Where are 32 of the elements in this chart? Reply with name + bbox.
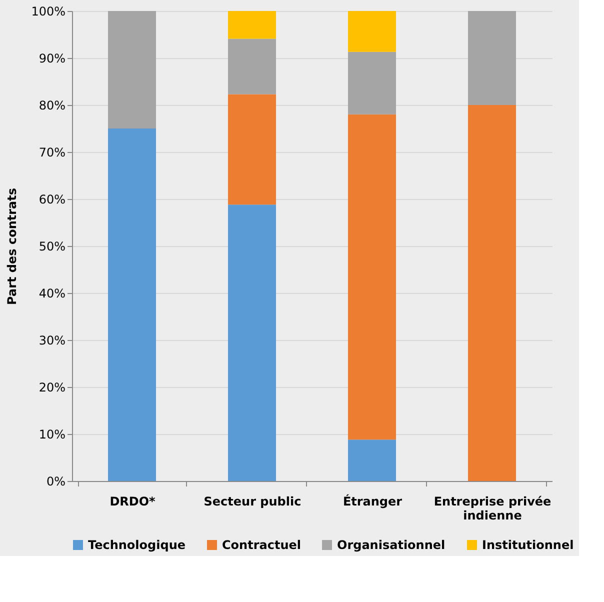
bar [348, 11, 396, 52]
legend-label: Contractuel [222, 538, 301, 552]
bar [228, 94, 276, 205]
y-tick-label: 0% [46, 474, 66, 488]
bar [348, 440, 396, 481]
bar [228, 204, 276, 481]
bar [468, 11, 516, 105]
y-tick-label: 10% [38, 428, 66, 442]
legend-label: Organisationnel [337, 538, 446, 552]
legend-label: Technologique [88, 538, 186, 552]
bar [348, 114, 396, 440]
y-tick-label: 100% [31, 4, 66, 18]
x-tick-label: Secteur public [204, 494, 302, 508]
bar [228, 38, 276, 94]
bar [108, 11, 156, 128]
y-tick-label: 30% [38, 334, 66, 348]
y-tick-label: 60% [38, 192, 66, 206]
y-tick-label: 90% [38, 52, 66, 66]
y-axis-title: Part des contrats [5, 188, 20, 305]
bar [228, 11, 276, 39]
y-tick-label: 40% [38, 286, 66, 300]
x-tick-label: Étranger [342, 494, 402, 508]
y-tick-label: 70% [38, 146, 66, 160]
bar [468, 105, 516, 481]
legend-label: Institutionnel [482, 538, 574, 552]
y-tick-label: 80% [38, 98, 66, 112]
y-tick-label: 20% [38, 380, 66, 394]
bar [348, 52, 396, 114]
x-tick-label: Entreprise privée indienne [434, 494, 552, 522]
x-tick-label: DRDO* [110, 494, 156, 508]
bar [108, 128, 156, 481]
y-tick-label: 50% [38, 240, 66, 254]
